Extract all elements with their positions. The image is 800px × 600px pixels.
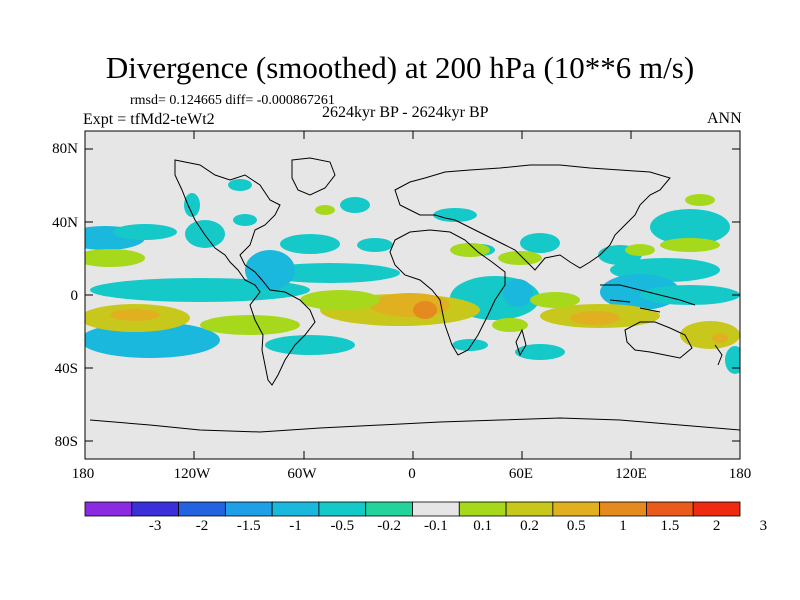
lat-label-80n: 80N: [52, 141, 78, 157]
lon-label-60e: 60E: [508, 466, 534, 482]
lat-label-40s: 40S: [54, 361, 78, 377]
lon-label-120e: 120E: [615, 466, 647, 482]
coastlines: [89, 157, 740, 433]
lon-label-60w: 60W: [287, 466, 317, 482]
colorbar-label: -2: [195, 518, 209, 534]
colorbar-label: -3: [148, 518, 162, 534]
period-text: 2624kyr BP - 2624kyr BP: [322, 104, 489, 121]
colorbar-swatch: [599, 501, 647, 517]
lon-label-120w: 120W: [173, 466, 211, 482]
lon-label-0: 0: [408, 466, 416, 482]
colorbar-swatch: [131, 501, 179, 517]
lon-label-180e: 180: [728, 466, 752, 482]
divergence-fields: [85, 179, 740, 374]
experiment-text: Expt = tfMd2-teWt2: [83, 111, 215, 128]
lon-label-180w: 180: [71, 466, 95, 482]
colorbar-label: 1.5: [660, 518, 680, 534]
colorbar-label: 3: [759, 518, 768, 534]
colorbar-swatch: [271, 501, 320, 517]
lat-label-40n: 40N: [52, 215, 78, 231]
colorbar-label: -0.1: [424, 518, 448, 534]
colorbar-swatch: [84, 501, 133, 517]
colorbar-swatch: [458, 501, 507, 517]
colorbar-swatch: [178, 501, 226, 517]
colorbar-swatch: [365, 501, 413, 517]
season-text: ANN: [707, 110, 742, 127]
stats-text: rmsd= 0.124665 diff= -0.000867261: [130, 93, 335, 108]
colorbar-swatch: [646, 501, 694, 517]
positive-divergence-regions: [85, 194, 740, 349]
axis-ticks: [84, 131, 741, 459]
colorbar-swatch: [552, 501, 601, 517]
colorbar-label: 0.2: [520, 518, 539, 534]
plot-title: Divergence (smoothed) at 200 hPa (10**6 …: [105, 50, 695, 85]
lat-label-0: 0: [70, 288, 79, 304]
lat-label-80s: 80S: [54, 434, 78, 450]
colorbar-label: 1: [619, 518, 627, 534]
colorbar-swatch: [318, 501, 367, 517]
colorbar-label: -1.5: [236, 518, 261, 534]
colorbar-label: -0.2: [377, 518, 401, 534]
colorbar-swatch: [505, 501, 554, 517]
colorbar-label: -0.5: [330, 518, 355, 534]
colorbar-label: 0.1: [473, 518, 493, 534]
colorbar: [84, 501, 741, 517]
colorbar-label: 0.5: [566, 518, 586, 534]
colorbar-swatch: [412, 501, 460, 517]
colorbar-swatch: [692, 501, 741, 517]
colorbar-label: -1: [289, 518, 302, 534]
colorbar-swatch: [224, 501, 273, 517]
colorbar-label: 2: [712, 518, 721, 534]
